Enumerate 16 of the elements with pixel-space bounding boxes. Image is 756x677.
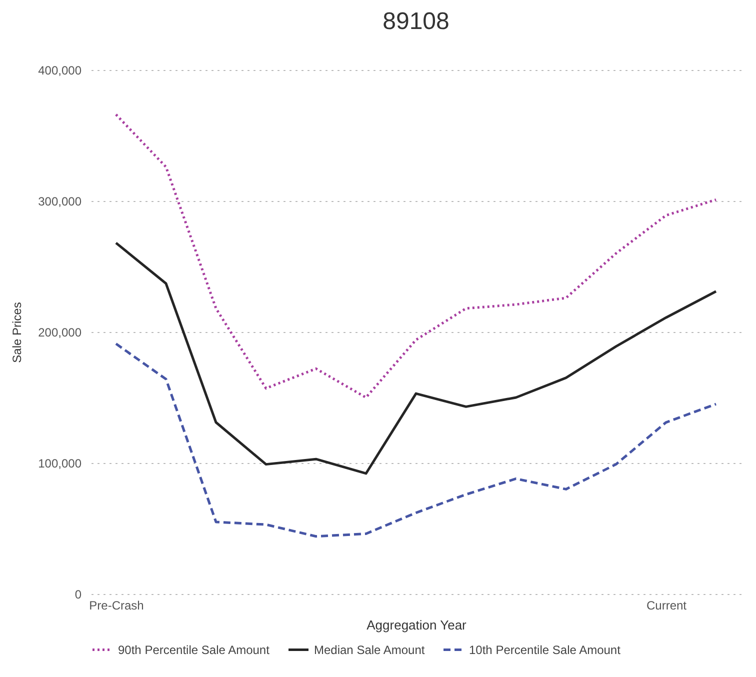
y-tick-label: 300,000 <box>38 194 82 208</box>
x-axis-title: Aggregation Year <box>366 618 468 632</box>
x-tick-label: Current <box>646 598 688 612</box>
y-tick-label: 400,000 <box>38 64 82 78</box>
line-series <box>114 113 718 399</box>
legend-label: 90th Percentile Sale Amount <box>118 642 270 657</box>
legend-label: 10th Percentile Sale Amount <box>469 642 622 657</box>
line-series <box>114 242 718 475</box>
y-tick-label: 100,000 <box>38 456 82 470</box>
y-tick-label: 200,000 <box>38 326 82 340</box>
y-axis-title: Sale Prices <box>10 302 24 363</box>
legend-label: Median Sale Amount <box>314 642 426 657</box>
y-tick-label: 0 <box>74 588 82 602</box>
line-series <box>114 342 718 538</box>
chart-title: 89108 <box>382 8 450 35</box>
x-tick-label: Pre-Crash <box>89 598 144 612</box>
